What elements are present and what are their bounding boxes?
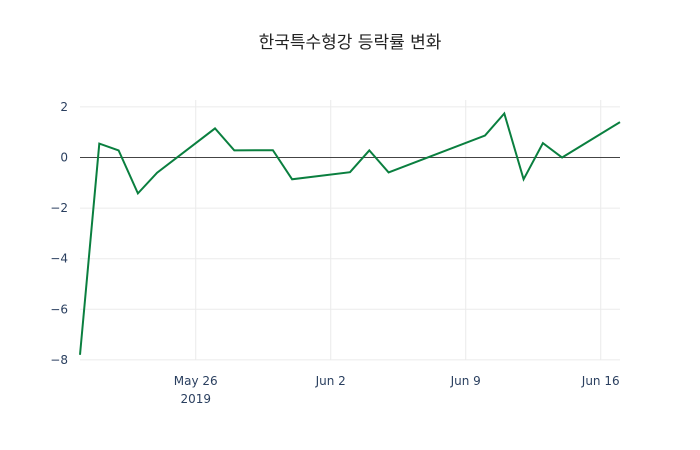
x-tick-label: May 26 xyxy=(174,374,218,388)
x-gridlines xyxy=(195,100,602,360)
x-tick-label: Jun 2 xyxy=(315,374,346,388)
y-tick-label: −6 xyxy=(50,302,68,316)
y-tick-label: −8 xyxy=(50,353,68,367)
y-tick-label: −4 xyxy=(50,252,68,266)
y-tick-label: 0 xyxy=(60,151,68,165)
series-line[interactable] xyxy=(79,111,621,355)
x-tick-label: Jun 16 xyxy=(581,374,620,388)
chart-title: 한국특수형강 등락률 변화 xyxy=(259,33,442,53)
y-tick-label: −2 xyxy=(50,201,68,215)
y-gridlines xyxy=(80,106,620,361)
x-tick-label: Jun 9 xyxy=(450,374,481,388)
y-tick-label: 2 xyxy=(60,100,68,114)
y-axis: 2 0 −2 −4 −6 −8 xyxy=(50,100,68,367)
plot-area[interactable] xyxy=(79,100,621,361)
x-tick-year-label: 2019 xyxy=(180,392,211,406)
x-axis: May 26 2019 Jun 2 Jun 9 Jun 16 xyxy=(174,374,620,406)
